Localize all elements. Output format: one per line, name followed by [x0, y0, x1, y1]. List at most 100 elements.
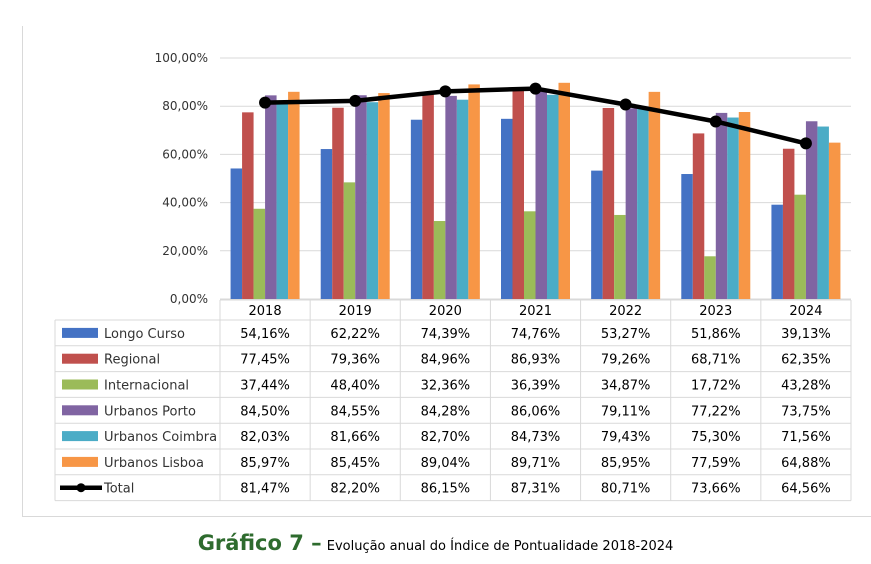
data-label: 73,66% [691, 482, 741, 497]
bar-longo-curso [681, 174, 693, 299]
bar-regional [332, 107, 344, 299]
bar-urbanos-lisboa [378, 93, 390, 300]
data-label: 85,97% [240, 456, 290, 471]
x-tick-label: 2022 [609, 304, 642, 319]
bar-urbanos-porto [445, 95, 457, 300]
bar-internacional [524, 211, 536, 299]
data-label: 77,45% [240, 353, 290, 368]
total-marker [619, 98, 632, 111]
data-label: 86,93% [511, 353, 561, 368]
data-label: 71,56% [781, 430, 831, 445]
bar-longo-curso [230, 168, 243, 299]
bar-regional [692, 133, 705, 299]
legend-swatch [62, 327, 98, 338]
bar-urbanos-coimbra [637, 107, 649, 299]
bar-urbanos-coimbra [456, 99, 469, 300]
bar-urbanos-coimbra [727, 117, 739, 299]
bar-urbanos-coimbra [547, 94, 559, 300]
punctuality-chart: 0,00% 20,00% 40,00% 60,00% 80,00% 100,00% 2018… [54, 51, 852, 502]
bar-urbanos-lisboa [468, 84, 480, 299]
data-label: 43,28% [781, 379, 831, 394]
data-label: 84,55% [330, 404, 380, 419]
data-label: 79,36% [330, 353, 380, 368]
bar-urbanos-lisboa [738, 112, 751, 299]
bar-urbanos-lisboa [648, 91, 661, 299]
total-marker [259, 96, 272, 109]
data-label: 77,59% [691, 456, 741, 471]
data-label: 79,26% [601, 353, 651, 368]
data-label: 86,15% [421, 482, 471, 497]
x-tick-label: 2021 [519, 304, 552, 319]
y-tick-label: 40,00% [162, 196, 208, 210]
x-tick-label: 2018 [249, 304, 282, 319]
bar-regional [422, 94, 434, 299]
data-label: 81,47% [240, 482, 290, 497]
data-label: 82,03% [240, 430, 290, 445]
data-label: 89,71% [511, 456, 561, 471]
data-label: 74,39% [421, 327, 471, 342]
data-label: 89,04% [421, 456, 471, 471]
x-tick-label: 2019 [339, 304, 372, 319]
data-label: 84,50% [240, 404, 290, 419]
bar-internacional [343, 182, 356, 299]
data-label: 81,66% [330, 430, 380, 445]
bar-urbanos-lisboa [558, 82, 570, 300]
figure-caption: Gráfico 7 – Evolução anual do Índice de … [0, 531, 871, 555]
bar-internacional [614, 214, 626, 299]
total-marker [349, 94, 362, 107]
data-label: 74,76% [511, 327, 561, 342]
legend-label: Urbanos Coimbra [104, 430, 217, 445]
y-tick-label: 100,00% [155, 51, 208, 65]
data-label: 84,73% [511, 430, 561, 445]
legend-label: Urbanos Lisboa [104, 456, 204, 471]
bar-internacional [253, 208, 266, 299]
legend-label: Internacional [104, 379, 189, 394]
data-label: 82,20% [330, 482, 380, 497]
legend-label: Longo Curso [104, 327, 185, 342]
legend-swatch [62, 405, 98, 416]
data-label: 85,95% [601, 456, 651, 471]
bar-regional [512, 89, 524, 299]
data-label: 62,35% [781, 353, 831, 368]
bar-urbanos-coimbra [276, 101, 289, 299]
data-label: 77,22% [691, 404, 741, 419]
y-tick-label: 20,00% [162, 244, 208, 258]
data-label: 62,22% [330, 327, 380, 342]
y-tick-label: 80,00% [162, 99, 208, 113]
legend-marker [76, 483, 86, 493]
total-marker [709, 115, 722, 128]
data-label: 79,11% [601, 404, 651, 419]
caption-number: Gráfico 7 – [197, 531, 322, 555]
bar-urbanos-porto [265, 95, 277, 299]
total-marker [529, 82, 542, 95]
caption-text: Evolução anual do Índice de Pontualidade… [326, 539, 674, 554]
bar-regional [782, 148, 795, 299]
bar-urbanos-lisboa [828, 142, 841, 299]
bar-urbanos-coimbra [817, 126, 829, 299]
data-label: 54,16% [240, 327, 290, 342]
legend-swatch [62, 456, 98, 467]
legend-swatch [62, 353, 98, 364]
bar-longo-curso [501, 118, 513, 299]
data-label: 48,40% [330, 379, 380, 394]
total-marker [799, 137, 812, 150]
bar-urbanos-porto [715, 112, 728, 299]
bar-urbanos-porto [625, 108, 638, 299]
data-label: 87,31% [511, 482, 561, 497]
data-label: 79,43% [601, 430, 651, 445]
bar-urbanos-porto [535, 91, 547, 299]
data-label: 85,45% [330, 456, 380, 471]
bar-longo-curso [591, 170, 603, 299]
bar-urbanos-porto [355, 95, 367, 299]
y-tick-label: 0,00% [170, 292, 208, 306]
data-label: 80,71% [601, 482, 651, 497]
data-label: 73,75% [781, 404, 831, 419]
legend-label: Urbanos Porto [104, 404, 196, 419]
bar-longo-curso [320, 149, 333, 299]
chart-frame [22, 26, 871, 517]
y-tick-label: 60,00% [162, 147, 208, 161]
data-label: 75,30% [691, 430, 741, 445]
bar-regional [242, 112, 254, 300]
bar-longo-curso [771, 204, 783, 299]
data-label: 32,36% [421, 379, 471, 394]
